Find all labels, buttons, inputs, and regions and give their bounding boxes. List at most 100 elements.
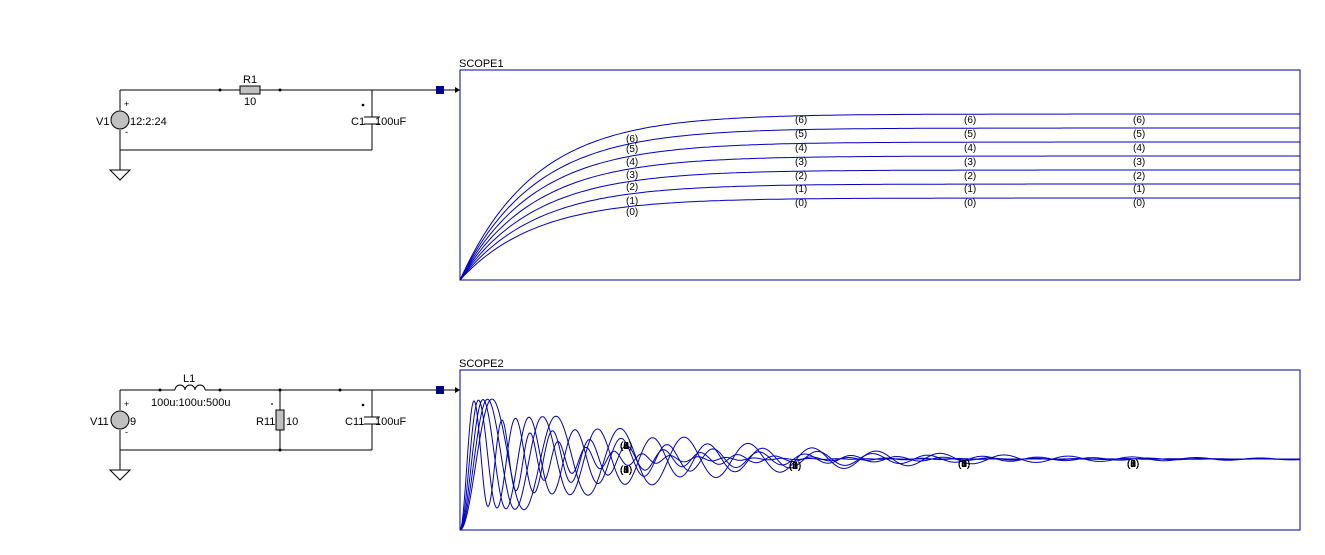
- trace-label: (1): [795, 184, 807, 195]
- trace-label: (0): [964, 198, 976, 209]
- trace-label: (4): [789, 461, 801, 472]
- scope1-traces: [459, 113, 1300, 281]
- trace-label: (4): [626, 157, 638, 168]
- trace-label: (3): [795, 157, 807, 168]
- inductor-value: 100u:100u:500u: [151, 397, 231, 409]
- trace-label: (4): [1133, 143, 1145, 154]
- junction-dot: [338, 388, 342, 392]
- scope1-trace: [459, 113, 1300, 281]
- trace-label: (3): [626, 170, 638, 181]
- plus-sign: +: [124, 99, 129, 109]
- trace-label: (2): [620, 465, 632, 476]
- trace-label: (3): [1133, 157, 1145, 168]
- trace-label: (2): [626, 182, 638, 193]
- scope1-trace: [459, 127, 1300, 281]
- trace-label: (2): [958, 459, 970, 470]
- voltage-source-v1[interactable]: V1 12:2:24 + -: [96, 99, 167, 137]
- polarity-dot: [361, 403, 365, 407]
- trace-label: (5): [620, 465, 632, 476]
- trace-label: (1): [958, 459, 970, 470]
- capacitor-name: C11: [345, 416, 364, 428]
- arrow-icon: [455, 387, 460, 393]
- trace-label: (2): [1127, 459, 1139, 470]
- capacitor-value: 100uF: [375, 416, 406, 428]
- scope1-probe[interactable]: [436, 86, 444, 94]
- inductor-l1[interactable]: L1 100u:100u:500u: [151, 373, 231, 409]
- scope1-trace: [459, 197, 1300, 281]
- trace-label: (5): [1127, 459, 1139, 470]
- minus-sign: -: [125, 427, 128, 437]
- trace-label: (0): [626, 207, 638, 218]
- trace-label: (4): [1127, 459, 1139, 470]
- junction-dot: [218, 388, 222, 392]
- trace-label: (6): [626, 134, 638, 145]
- resistor-value: 10: [244, 96, 256, 108]
- trace-label: (4): [958, 459, 970, 470]
- trace-label: (1): [1127, 459, 1139, 470]
- trace-label: (0): [620, 441, 632, 452]
- polarity-dot: [361, 103, 365, 107]
- scope1-title: SCOPE1: [459, 58, 504, 70]
- junction-dot: [278, 88, 282, 92]
- scope1-trace: [459, 169, 1300, 281]
- trace-label: (3): [620, 441, 632, 452]
- trace-label: (5): [1133, 129, 1145, 140]
- resistor-r1[interactable]: R1 10: [239, 74, 261, 108]
- trace-label: (1): [1133, 184, 1145, 195]
- trace-label: (5): [964, 129, 976, 140]
- junction-dot: [218, 88, 222, 92]
- trace-label: (2): [795, 171, 807, 182]
- trace-label: (0): [958, 459, 970, 470]
- scope1-trace: [459, 141, 1300, 281]
- trace-label: (6): [789, 461, 801, 472]
- scope2-title: SCOPE2: [459, 358, 504, 370]
- trace-label: (4): [620, 441, 632, 452]
- scope2-trace: [459, 398, 1301, 531]
- junction-dot: [278, 448, 282, 452]
- trace-label: (0): [789, 461, 801, 472]
- junction-dot: [278, 388, 282, 392]
- inductor-name: L1: [183, 373, 195, 385]
- resistor-r11[interactable]: R11 10: [256, 403, 298, 431]
- trace-label: (6): [1127, 459, 1139, 470]
- trace-label: (4): [620, 465, 632, 476]
- source-value: 9: [130, 416, 136, 428]
- trace-label: (6): [958, 459, 970, 470]
- polarity-dot: [271, 403, 273, 405]
- trace-label: (3): [789, 461, 801, 472]
- capacitor-c1[interactable]: C1 100uF: [351, 116, 406, 128]
- trace-label: (4): [964, 143, 976, 154]
- capacitor-name: C1: [351, 116, 365, 128]
- resistor-name: R11: [256, 416, 275, 428]
- trace-label: (5): [795, 129, 807, 140]
- capacitor-c11[interactable]: C11 100uF: [345, 416, 406, 428]
- trace-label: (6): [620, 441, 632, 452]
- trace-label: (5): [620, 441, 632, 452]
- trace-label: (0): [795, 198, 807, 209]
- voltage-source-v11[interactable]: V11 9 + -: [90, 399, 136, 437]
- scope2[interactable]: SCOPE2 (0)(1)(2)(3)(4)(5)(6)(0)(1)(2)(3)…: [459, 358, 1301, 531]
- plus-sign: +: [124, 399, 129, 409]
- trace-label: (6): [1133, 115, 1145, 126]
- scope2-traces: [459, 398, 1301, 531]
- arrow-icon: [455, 87, 460, 93]
- trace-label: (5): [626, 144, 638, 155]
- scope1-labels: (0)(1)(2)(3)(4)(5)(6)(0)(1)(2)(3)(4)(5)(…: [626, 115, 1145, 218]
- trace-label: (2): [964, 171, 976, 182]
- circuit2: V11 9 + - L1 100u:100u:500u R11 10 C11 1…: [90, 373, 460, 481]
- trace-label: (2): [1133, 171, 1145, 182]
- scope2-probe[interactable]: [436, 386, 444, 394]
- scope1[interactable]: SCOPE1 (0)(1)(2)(3)(4)(5)(6)(0)(1)(2)(3)…: [459, 58, 1301, 281]
- trace-label: (3): [1127, 459, 1139, 470]
- source-value: 12:2:24: [130, 116, 167, 128]
- trace-label: (1): [620, 465, 632, 476]
- source-name: V1: [96, 116, 109, 128]
- trace-label: (2): [789, 461, 801, 472]
- trace-label: (6): [964, 115, 976, 126]
- minus-sign: -: [125, 127, 128, 137]
- trace-label: (4): [795, 143, 807, 154]
- trace-label: (1): [626, 196, 638, 207]
- scope2-frame: [459, 369, 1301, 531]
- trace-label: (1): [620, 441, 632, 452]
